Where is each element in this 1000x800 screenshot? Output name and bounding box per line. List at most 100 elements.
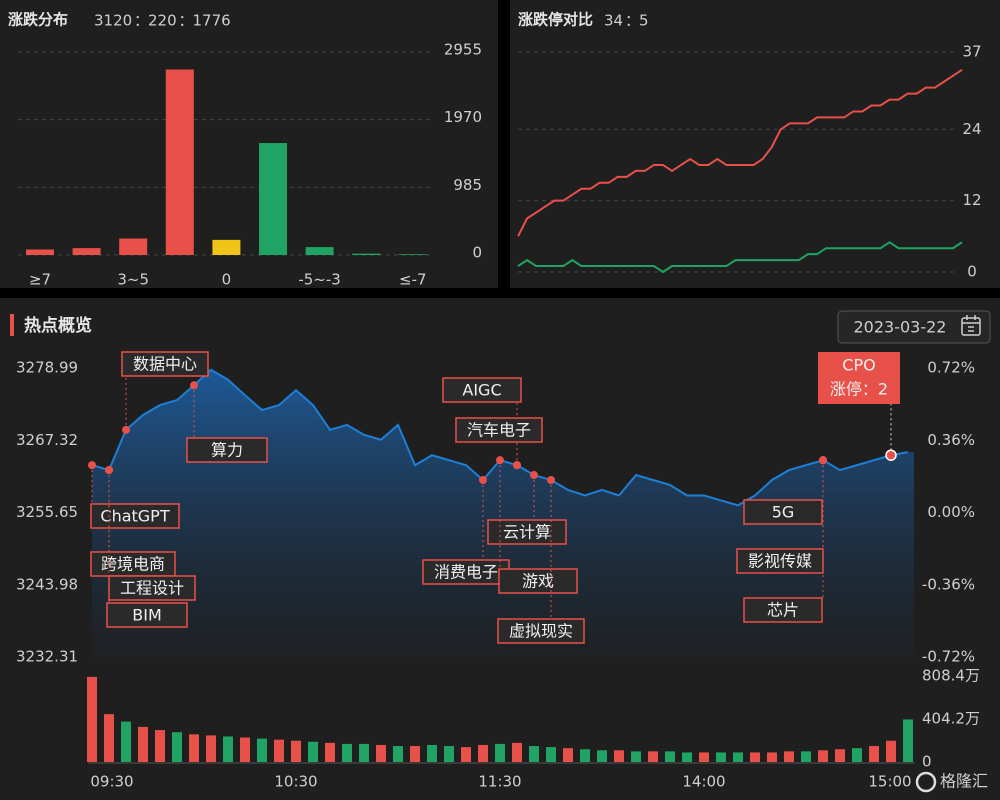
tag-label: AIGC [462, 381, 501, 400]
y-tick-label: 985 [453, 176, 482, 194]
date: 2023-03-22 [854, 318, 947, 337]
tag-box [121, 351, 209, 377]
volume-bar [903, 719, 913, 762]
tag-dot [190, 381, 198, 390]
tag-box [90, 551, 176, 577]
tag-label: 消费电子 [434, 563, 498, 582]
volume-bar [138, 726, 148, 762]
tag-box [487, 519, 567, 545]
x-tick-label: 14:00 [682, 773, 725, 791]
y-tick-label: 1970 [444, 108, 482, 126]
tag-box [442, 377, 522, 403]
y-tick-label: 37 [962, 43, 981, 61]
volume-bar [274, 739, 284, 762]
tag-box [498, 568, 578, 594]
tag-dot [530, 471, 538, 480]
bar [72, 248, 101, 255]
volume-bar [852, 748, 862, 762]
bar [259, 143, 287, 255]
y-tick-label: 0 [967, 263, 977, 281]
tag-box [497, 618, 585, 644]
tag-label: 跨境电商 [101, 555, 165, 574]
line [517, 69, 963, 237]
volume-bar [665, 751, 675, 762]
area [92, 369, 914, 657]
volume-bar [563, 748, 573, 762]
bar [352, 253, 381, 255]
panel-title: 涨跌分布 [8, 11, 68, 29]
bar [398, 254, 427, 255]
tag-box [90, 503, 180, 529]
panel [0, 0, 498, 288]
tag-label: 游戏 [522, 572, 554, 591]
tag-box [743, 597, 823, 623]
tag-label: BIM [132, 606, 162, 625]
y-tick-label: 3243.98 [16, 575, 78, 593]
bar [165, 69, 194, 256]
x-tick-label: 09:30 [90, 773, 133, 791]
x-tick-label: 3~5 [117, 271, 149, 289]
line [517, 241, 963, 274]
tag-label: 工程设计 [120, 579, 184, 598]
count: 220 [148, 12, 177, 30]
panel [510, 0, 1000, 288]
volume-bar [818, 750, 828, 762]
panel-title: 涨跌停对比 [518, 11, 593, 29]
count: 3120 [94, 12, 132, 30]
x-tick-label: 0 [222, 271, 232, 289]
volume-bar [155, 730, 165, 762]
volume-bar [631, 751, 641, 762]
tag-label: 影视传媒 [748, 552, 812, 571]
y-tick-label: 12 [962, 191, 981, 209]
x-tick-label: -5~-3 [298, 271, 340, 289]
y2-tick-label: -0.36% [922, 575, 975, 593]
y2-tick-label: 0.72% [927, 359, 975, 377]
tag-box [186, 437, 268, 463]
volume-bar [733, 752, 743, 762]
volume-bar [461, 747, 471, 762]
volume-bar [529, 746, 539, 762]
volume-bar [189, 734, 199, 762]
volume-tick-label: 0 [922, 753, 932, 771]
volume-bar [869, 746, 879, 762]
bar [305, 247, 334, 255]
volume-bar [206, 735, 216, 762]
volume-bar [784, 751, 794, 762]
highlight-note: 涨停：2 [830, 380, 888, 399]
tag-box [108, 575, 196, 601]
volume-bar [87, 676, 97, 762]
volume-bar [393, 746, 403, 762]
count: 34 [604, 12, 623, 30]
y-tick-label: 3278.99 [16, 359, 78, 377]
count: 1776 [193, 12, 231, 30]
volume-tick-label: 404.2万 [922, 710, 980, 728]
bar [212, 239, 241, 255]
volume-bar [172, 732, 182, 762]
volume-bar [767, 752, 777, 762]
volume-bar [104, 714, 114, 762]
y-tick-label: 3255.65 [16, 503, 78, 521]
x-tick-label: ≥7 [29, 271, 51, 289]
volume-bar [240, 737, 250, 762]
volume-bar [835, 749, 845, 762]
tag-label: 虚拟现实 [509, 622, 573, 641]
separator: ： [625, 12, 640, 30]
tag-dot [88, 461, 96, 470]
tag-label: 汽车电子 [467, 421, 531, 440]
tag-dot [105, 466, 113, 475]
y2-tick-label: 0.00% [927, 503, 975, 521]
count: 5 [639, 12, 649, 30]
y-tick-label: 3232.31 [16, 648, 78, 666]
volume-bar [886, 740, 896, 762]
tag-label: ChatGPT [100, 507, 169, 526]
volume-bar [342, 743, 352, 762]
volume-bar [546, 747, 556, 762]
tag-dot [513, 461, 521, 470]
date-picker[interactable] [837, 310, 991, 344]
volume-bar [376, 744, 386, 762]
volume-bar [597, 750, 607, 762]
volume-bar [308, 741, 318, 762]
tag-dot [819, 456, 827, 465]
highlight-label: CPO [842, 356, 875, 375]
y-tick-label: 2955 [444, 41, 482, 59]
